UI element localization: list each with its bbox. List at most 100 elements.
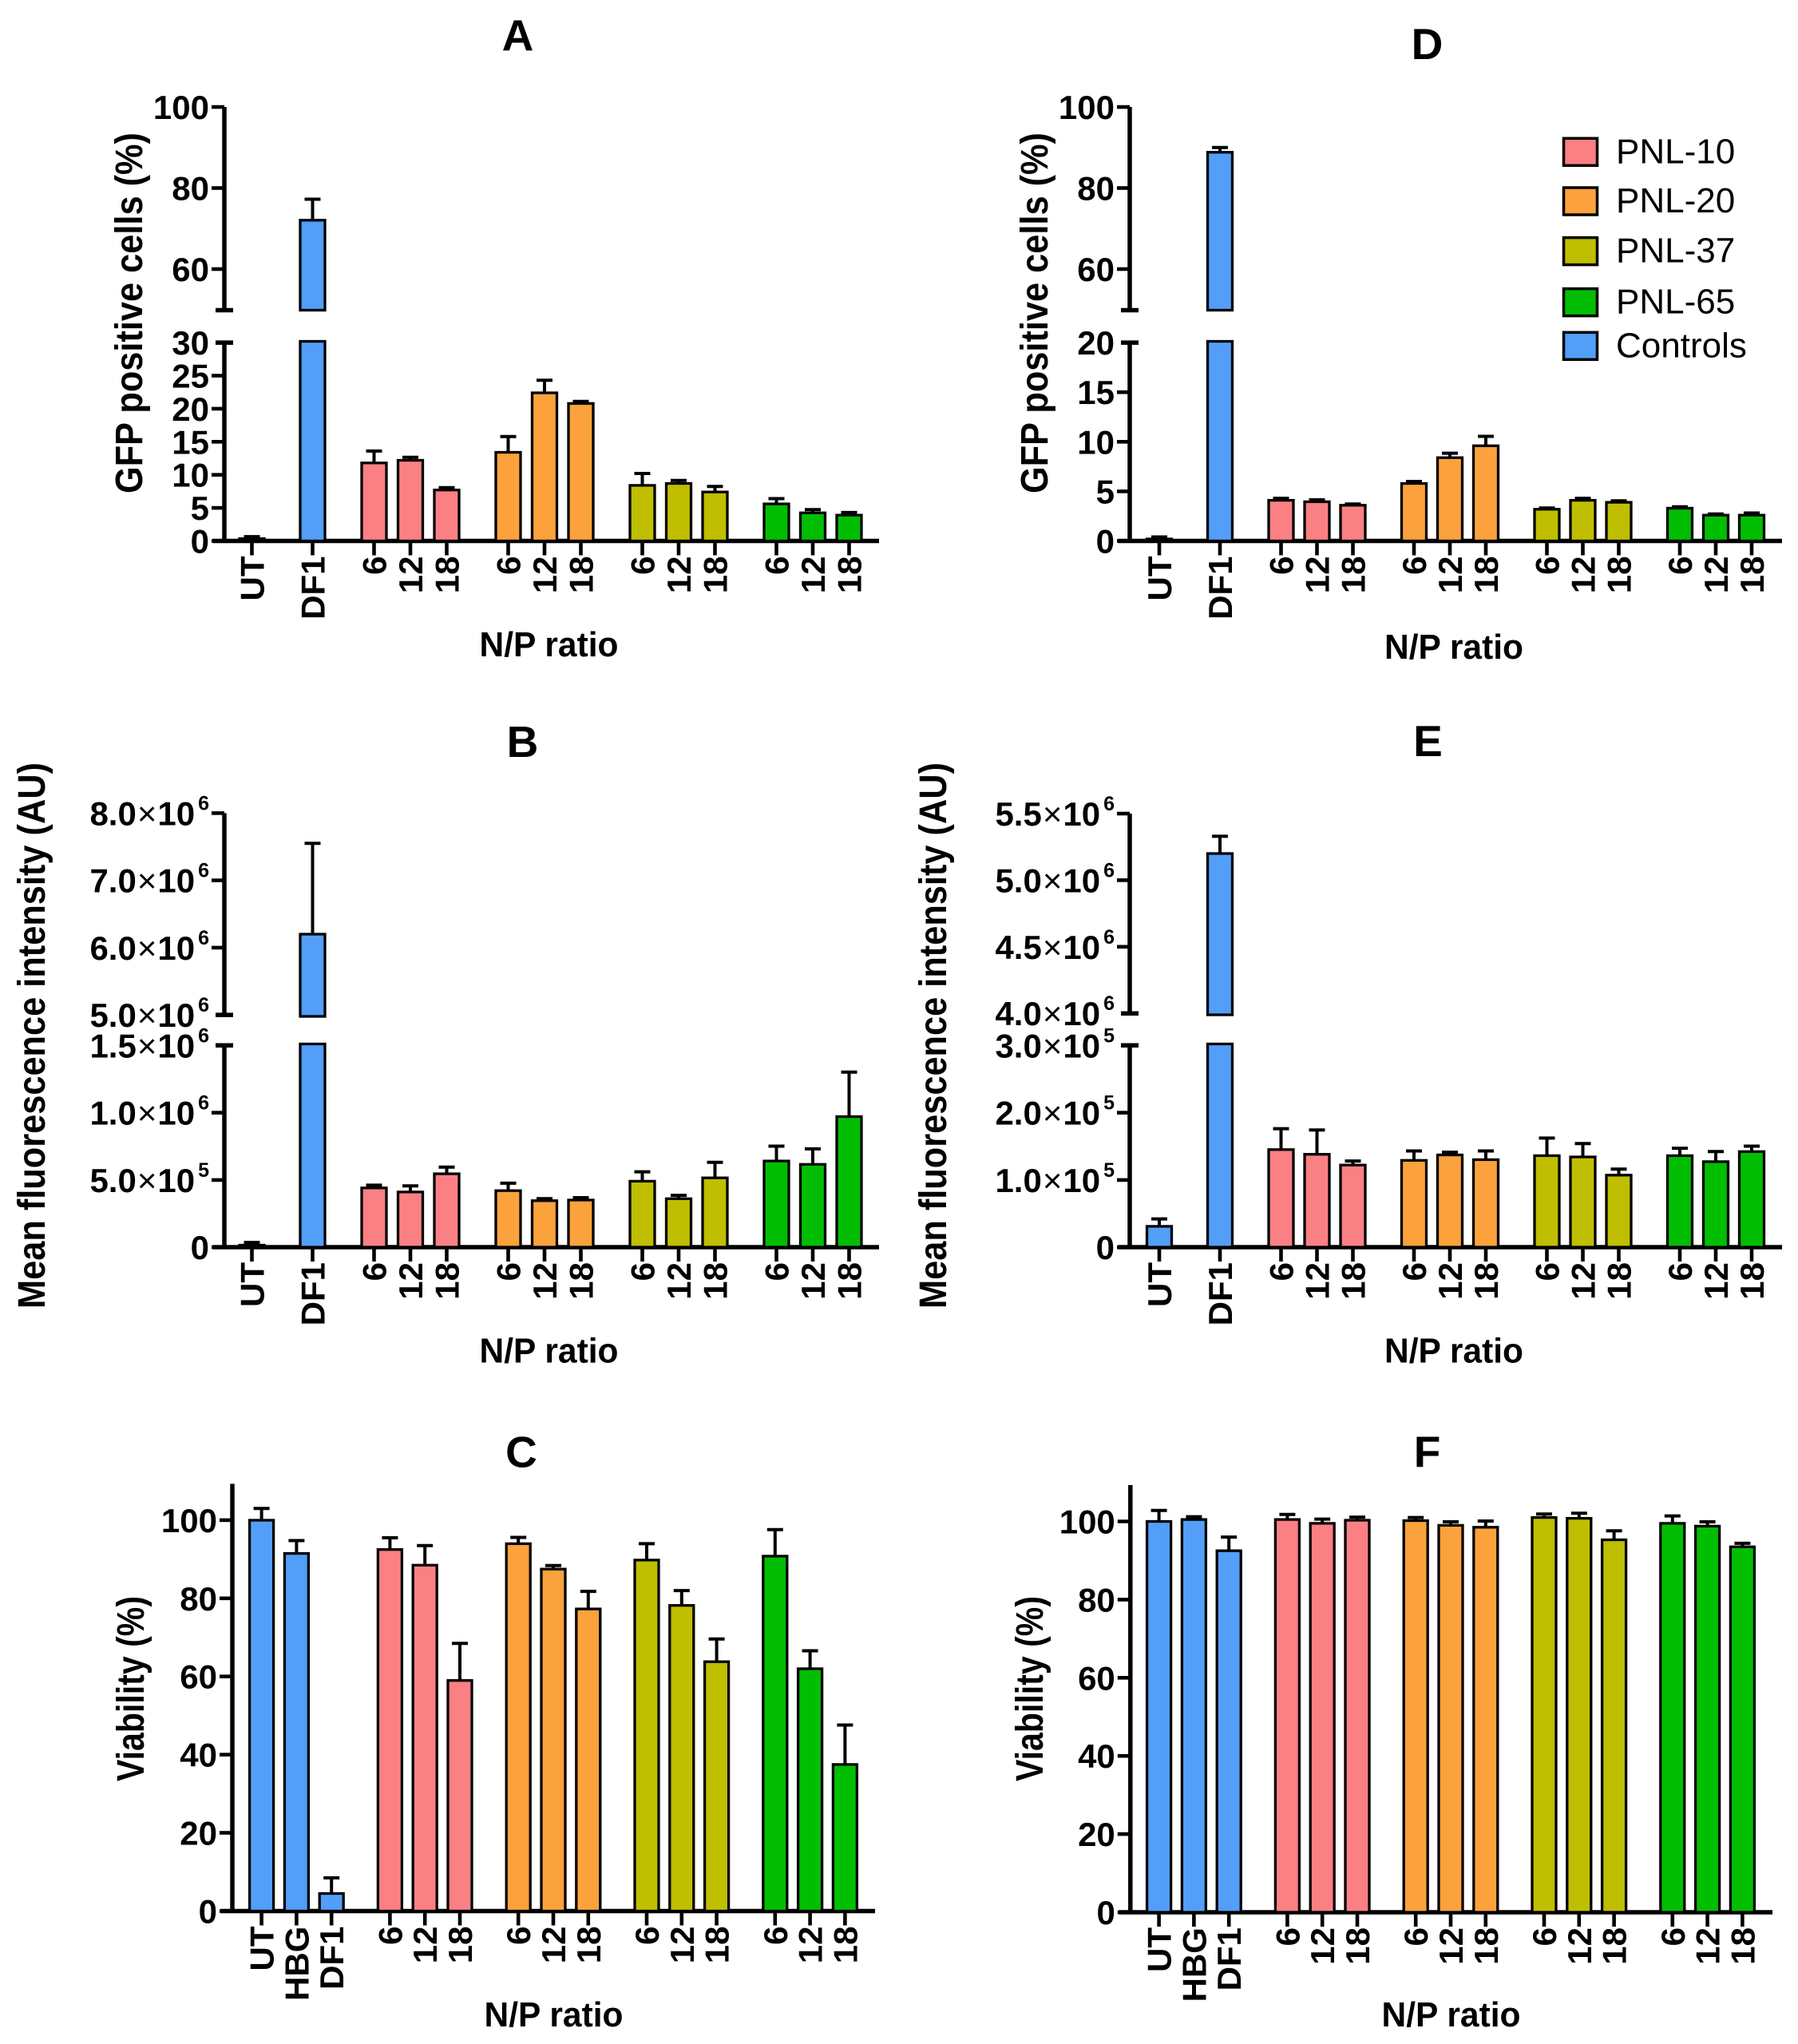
svg-text:DF1: DF1 xyxy=(1202,557,1239,620)
svg-text:40: 40 xyxy=(1078,1737,1115,1775)
svg-text:5.0×106: 5.0×10 6 xyxy=(89,994,209,1034)
svg-text:8.0×106: 8.0×10 6 xyxy=(89,792,209,832)
svg-text:12: 12 xyxy=(1432,557,1469,594)
svg-text:12: 12 xyxy=(1565,557,1602,594)
svg-text:6: 6 xyxy=(757,1927,794,1945)
svg-text:4.0×106: 4.0×10 6 xyxy=(995,992,1115,1032)
svg-text:80: 80 xyxy=(172,170,209,208)
svg-text:12: 12 xyxy=(1697,557,1735,594)
svg-text:0: 0 xyxy=(1096,1229,1115,1266)
svg-text:12: 12 xyxy=(794,557,832,594)
svg-text:12: 12 xyxy=(526,557,564,594)
svg-text:100: 100 xyxy=(1059,89,1115,126)
svg-text:A: A xyxy=(502,10,534,60)
svg-text:7.0×106: 7.0×10 6 xyxy=(89,860,209,900)
svg-text:N/P ratio: N/P ratio xyxy=(1382,1995,1521,2034)
svg-text:0: 0 xyxy=(1096,1894,1115,1931)
svg-text:6: 6 xyxy=(1526,1927,1563,1946)
svg-text:18: 18 xyxy=(1335,557,1372,594)
svg-text:6: 6 xyxy=(1263,1262,1301,1281)
svg-text:25: 25 xyxy=(172,358,209,395)
svg-text:18: 18 xyxy=(697,1262,735,1300)
svg-text:2.0×105: 2.0×10 5 xyxy=(995,1092,1115,1132)
svg-text:6: 6 xyxy=(1661,1262,1699,1281)
svg-text:0: 0 xyxy=(191,523,209,561)
svg-text:10: 10 xyxy=(172,457,209,494)
svg-text:PNL-65: PNL-65 xyxy=(1616,283,1735,322)
svg-text:UT: UT xyxy=(244,1926,281,1971)
svg-text:5: 5 xyxy=(191,489,209,527)
svg-text:10: 10 xyxy=(1077,423,1115,461)
svg-text:12: 12 xyxy=(794,1262,832,1300)
svg-text:12: 12 xyxy=(1565,1262,1602,1300)
svg-text:12: 12 xyxy=(1299,1262,1337,1300)
svg-text:6: 6 xyxy=(1529,557,1566,575)
svg-text:1.0×106: 1.0×10 6 xyxy=(89,1092,209,1132)
svg-text:5.0×105: 5.0×10 5 xyxy=(89,1159,209,1199)
svg-text:12: 12 xyxy=(1299,557,1337,594)
svg-text:5: 5 xyxy=(1096,473,1115,510)
svg-text:E: E xyxy=(1413,716,1443,766)
svg-text:6: 6 xyxy=(356,557,394,575)
svg-text:HBG: HBG xyxy=(1175,1927,1213,2002)
svg-text:18: 18 xyxy=(1596,1927,1634,1965)
svg-text:18: 18 xyxy=(1733,557,1771,594)
svg-text:18: 18 xyxy=(1733,1262,1771,1300)
svg-text:20: 20 xyxy=(1077,324,1115,362)
svg-text:6: 6 xyxy=(500,1927,537,1945)
svg-text:80: 80 xyxy=(1077,170,1115,208)
svg-text:6: 6 xyxy=(1396,1262,1433,1281)
svg-text:18: 18 xyxy=(1339,1927,1376,1965)
svg-text:0: 0 xyxy=(191,1229,209,1266)
svg-text:12: 12 xyxy=(660,1262,698,1300)
svg-text:HBG: HBG xyxy=(278,1927,315,2001)
svg-text:12: 12 xyxy=(792,1927,830,1964)
svg-text:20: 20 xyxy=(172,390,209,428)
svg-text:6: 6 xyxy=(1396,557,1433,575)
svg-text:40: 40 xyxy=(180,1737,217,1774)
svg-text:C: C xyxy=(505,1428,537,1477)
svg-text:1.5×106: 1.5×10 6 xyxy=(89,1024,209,1064)
svg-text:12: 12 xyxy=(1689,1927,1727,1965)
svg-text:18: 18 xyxy=(429,557,466,594)
svg-text:Mean fluorescence intensity (A: Mean fluorescence intensity (AU) xyxy=(913,763,955,1309)
svg-text:UT: UT xyxy=(1141,556,1178,600)
svg-text:12: 12 xyxy=(663,1927,701,1964)
svg-text:N/P ratio: N/P ratio xyxy=(480,625,619,664)
svg-text:18: 18 xyxy=(1601,557,1638,594)
svg-text:18: 18 xyxy=(697,557,735,594)
svg-text:20: 20 xyxy=(1078,1816,1115,1853)
svg-text:12: 12 xyxy=(406,1927,444,1964)
svg-text:PNL-20: PNL-20 xyxy=(1616,181,1735,220)
svg-text:18: 18 xyxy=(563,1262,600,1300)
svg-text:12: 12 xyxy=(392,557,430,594)
svg-text:GFP positive cells (%): GFP positive cells (%) xyxy=(109,133,151,493)
svg-text:DF1: DF1 xyxy=(295,1262,332,1325)
svg-text:6: 6 xyxy=(758,1262,796,1281)
svg-text:12: 12 xyxy=(1561,1927,1598,1965)
svg-text:12: 12 xyxy=(1304,1927,1341,1965)
svg-text:100: 100 xyxy=(161,1502,217,1539)
svg-text:5.5×106: 5.5×10 6 xyxy=(995,793,1115,833)
svg-text:6: 6 xyxy=(1654,1927,1692,1946)
svg-text:6: 6 xyxy=(624,557,662,575)
svg-text:6: 6 xyxy=(1529,1262,1566,1281)
svg-text:18: 18 xyxy=(570,1927,608,1964)
svg-text:F: F xyxy=(1414,1428,1441,1477)
svg-text:Viability (%): Viability (%) xyxy=(1009,1596,1051,1781)
svg-text:6: 6 xyxy=(356,1262,394,1281)
svg-text:12: 12 xyxy=(1432,1927,1470,1965)
svg-text:PNL-37: PNL-37 xyxy=(1616,232,1735,271)
svg-text:6: 6 xyxy=(758,557,796,575)
svg-text:UT: UT xyxy=(1141,1927,1178,1972)
svg-text:15: 15 xyxy=(1077,374,1115,411)
svg-text:18: 18 xyxy=(1335,1262,1372,1300)
svg-text:18: 18 xyxy=(831,557,869,594)
svg-text:12: 12 xyxy=(1697,1262,1735,1300)
svg-text:D: D xyxy=(1412,19,1444,69)
svg-text:Viability (%): Viability (%) xyxy=(110,1596,152,1781)
svg-text:DF1: DF1 xyxy=(313,1927,350,1990)
svg-text:12: 12 xyxy=(535,1927,572,1964)
svg-text:PNL-10: PNL-10 xyxy=(1616,132,1735,171)
svg-text:1.0×105: 1.0×10 5 xyxy=(995,1159,1115,1199)
